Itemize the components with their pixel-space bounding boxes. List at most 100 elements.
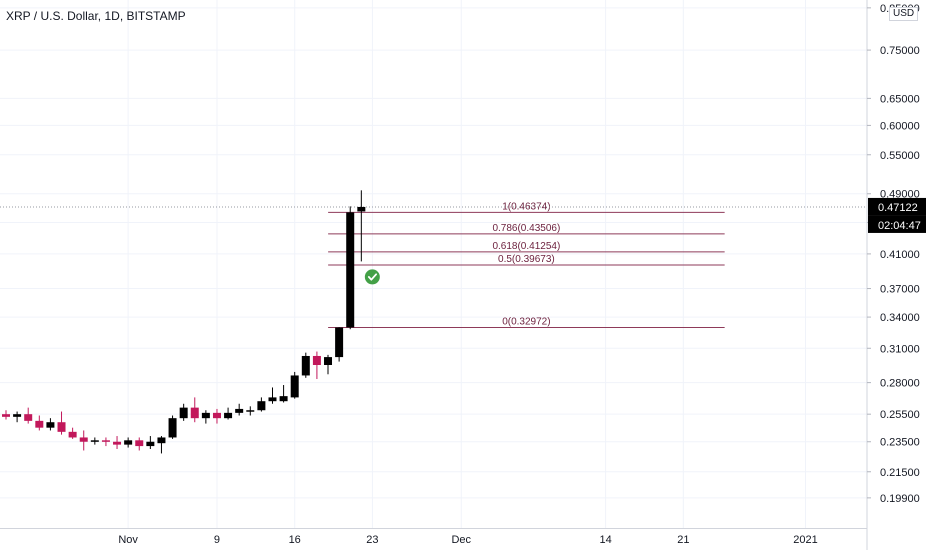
x-tick-label: 16	[289, 534, 301, 546]
check-icon-circle	[364, 269, 380, 285]
candle-body	[324, 357, 333, 366]
candle	[113, 436, 122, 450]
candle	[290, 371, 299, 399]
candle	[124, 437, 133, 448]
candle	[46, 418, 55, 431]
y-tick-label: 0.34000	[880, 312, 920, 324]
candle-body	[2, 414, 10, 417]
candle	[2, 410, 10, 420]
x-tick-label: 9	[214, 534, 220, 546]
candle-body	[46, 422, 55, 428]
x-tick-label: 2021	[793, 534, 817, 546]
candle	[35, 415, 44, 431]
y-axis-ticks: 0.19900 0.21500 0.23500 0.25500 0.28000 0.310…	[867, 3, 920, 505]
candle-body	[224, 412, 233, 419]
candle-body	[135, 440, 144, 447]
y-tick-label: 0.23500	[880, 437, 920, 449]
candle	[268, 387, 277, 404]
candle	[168, 415, 177, 439]
grid	[0, 0, 867, 528]
fib-level-label: 0.5(0.39673)	[498, 254, 555, 265]
fib-level-label: 0.786(0.43506)	[492, 223, 560, 234]
fibonacci-retracement[interactable]: 1(0.46374) 0.786(0.43506) 0.618(0.41254) 0.…	[328, 201, 725, 328]
candle-body	[57, 422, 66, 432]
currency-badge[interactable]: USD	[889, 7, 919, 21]
candle-body	[179, 407, 188, 419]
candle	[357, 190, 366, 262]
candle-body	[290, 375, 299, 398]
x-tick-label: 14	[599, 534, 611, 546]
x-tick-label: Dec	[451, 534, 471, 546]
check-icon	[364, 269, 380, 285]
y-tick-label: 0.31000	[880, 343, 920, 355]
candle-body	[312, 355, 321, 366]
x-axis-ticks: Nov 9 16 23 Dec 14 21 2021	[118, 534, 817, 546]
candle-body	[146, 441, 155, 447]
candle	[301, 352, 310, 378]
candle-body	[90, 440, 99, 442]
candles	[2, 190, 366, 454]
x-tick-label: 23	[366, 534, 378, 546]
y-tick-label: 0.65000	[880, 93, 920, 105]
check-icon-layer	[364, 269, 380, 285]
candle-body	[235, 408, 244, 413]
candle	[101, 437, 110, 447]
candle-body	[257, 401, 266, 411]
candle	[57, 411, 66, 435]
candle	[90, 437, 99, 445]
candle	[201, 410, 210, 424]
candle-body	[190, 407, 199, 419]
candle	[235, 403, 244, 416]
y-tick-label: 0.60000	[880, 120, 920, 132]
fib-level-label: 1(0.46374)	[502, 201, 550, 212]
candle	[324, 354, 333, 375]
candle-body	[113, 441, 122, 445]
candle	[212, 408, 221, 424]
candle	[246, 406, 255, 416]
candle-body	[346, 212, 355, 328]
candle-body	[68, 431, 77, 438]
candle-body	[201, 412, 210, 419]
candle-body	[246, 410, 255, 412]
candle	[312, 351, 321, 380]
candle-body	[168, 418, 177, 438]
candle	[335, 327, 344, 362]
x-tick-label: 21	[677, 534, 689, 546]
candle	[79, 430, 88, 451]
candle-body	[301, 355, 310, 376]
candle	[190, 397, 199, 423]
y-tick-label: 0.25500	[880, 409, 920, 421]
y-tick-label: 0.41000	[880, 249, 920, 261]
candle-body	[13, 414, 22, 417]
candle	[179, 403, 188, 421]
y-tick-label: 0.19900	[880, 493, 920, 505]
x-tick-label: Nov	[118, 534, 138, 546]
price-axis[interactable]	[867, 0, 932, 550]
candle	[279, 385, 288, 403]
check-icon-mark	[367, 273, 378, 281]
candle-body	[279, 396, 288, 402]
candle	[146, 436, 155, 450]
countdown-value: 02:04:47	[878, 220, 921, 232]
fib-level-label: 0(0.32972)	[502, 316, 550, 327]
candle-body	[24, 414, 33, 421]
candle-body	[157, 437, 166, 444]
candle	[257, 397, 266, 412]
candle	[224, 407, 233, 420]
y-tick-label: 0.49000	[880, 189, 920, 201]
last-price-tag-bg	[868, 197, 926, 216]
chart-title: XRP / U.S. Dollar, 1D, BITSTAMP	[6, 9, 186, 23]
candle	[68, 427, 77, 439]
countdown-tag-bg	[868, 215, 926, 233]
candle-body	[268, 397, 277, 402]
y-tick-label: 0.21500	[880, 467, 920, 479]
candle-body	[35, 420, 44, 428]
candle-body	[335, 327, 344, 358]
candle	[24, 407, 33, 424]
last-price-tag: 0.47122 02:04:47	[868, 197, 926, 233]
candle-body	[212, 412, 221, 419]
candle-body	[357, 206, 366, 212]
y-tick-label: 0.37000	[880, 284, 920, 296]
last-price-value: 0.47122	[878, 202, 918, 214]
